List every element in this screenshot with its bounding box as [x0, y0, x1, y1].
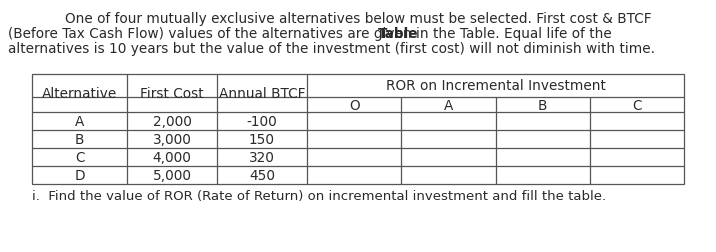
Text: 3,000: 3,000 [153, 133, 191, 146]
Text: i.  Find the value of ROR (Rate of Return) on incremental investment and fill th: i. Find the value of ROR (Rate of Return… [32, 189, 606, 202]
Bar [32, 75, 684, 184]
Text: -100: -100 [246, 115, 277, 129]
Text: Table: Table [378, 27, 418, 41]
Text: First Cost: First Cost [140, 87, 204, 101]
Text: 320: 320 [249, 150, 275, 164]
Text: A: A [444, 98, 453, 112]
Text: Alternative: Alternative [42, 87, 117, 101]
Text: 150: 150 [249, 133, 275, 146]
Text: (Before Tax Cash Flow) values of the alternatives are given in the Table. Equal : (Before Tax Cash Flow) values of the alt… [8, 27, 611, 41]
Text: 5,000: 5,000 [153, 168, 191, 182]
Text: D: D [74, 168, 84, 182]
Text: ROR on Incremental Investment: ROR on Incremental Investment [385, 79, 606, 93]
Text: O: O [349, 98, 359, 112]
Text: 2,000: 2,000 [153, 115, 191, 129]
Text: alternatives is 10 years but the value of the investment (first cost) will not d: alternatives is 10 years but the value o… [8, 42, 655, 56]
Text: 4,000: 4,000 [153, 150, 191, 164]
Text: C: C [632, 98, 642, 112]
Text: One of four mutually exclusive alternatives below must be selected. First cost &: One of four mutually exclusive alternati… [64, 12, 652, 26]
Text: Annual BTCF: Annual BTCF [219, 87, 305, 101]
Text: 450: 450 [249, 168, 275, 182]
Text: B: B [538, 98, 547, 112]
Text: A: A [74, 115, 84, 129]
Text: C: C [74, 150, 84, 164]
Text: B: B [74, 133, 84, 146]
